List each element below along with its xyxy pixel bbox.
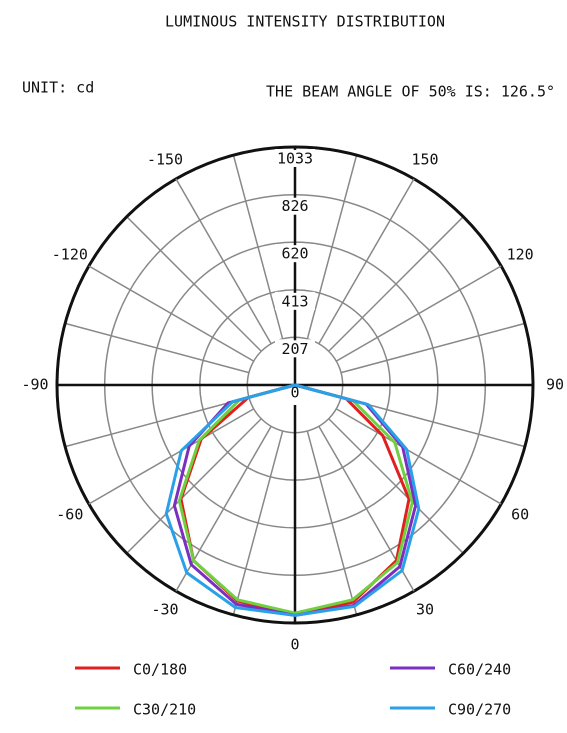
chart-title: LUMINOUS INTENSITY DISTRIBUTION bbox=[165, 13, 445, 31]
theta-tick-label: -30 bbox=[151, 601, 178, 619]
legend-label: C60/240 bbox=[448, 661, 511, 679]
theta-tick-label: 90 bbox=[546, 376, 564, 394]
theta-tick-label: 30 bbox=[416, 601, 434, 619]
r-label-bg bbox=[275, 150, 315, 167]
theta-tick-label: 60 bbox=[511, 506, 529, 524]
r-tick-label: 0 bbox=[290, 384, 299, 402]
theta-tick-label: 120 bbox=[507, 246, 534, 264]
r-tick-label: 826 bbox=[281, 197, 308, 215]
spoke bbox=[88, 408, 255, 505]
r-tick-label: 620 bbox=[281, 245, 308, 263]
r-label-bg bbox=[275, 245, 315, 263]
legend-label: C30/210 bbox=[133, 701, 196, 719]
r-label-bg bbox=[275, 292, 315, 310]
theta-tick-label: -60 bbox=[56, 506, 83, 524]
spoke bbox=[335, 408, 502, 505]
spoke bbox=[88, 265, 255, 362]
series-line bbox=[177, 383, 414, 615]
theta-tick-label: -120 bbox=[52, 246, 88, 264]
r-tick-label: 1033 bbox=[277, 150, 313, 168]
spoke bbox=[175, 178, 272, 345]
unit-label: UNIT: cd bbox=[22, 79, 94, 97]
r-tick-label: 207 bbox=[281, 340, 308, 358]
theta-tick-label: -150 bbox=[147, 150, 183, 168]
spoke bbox=[335, 265, 502, 362]
theta-tick-label: 150 bbox=[411, 150, 438, 168]
theta-tick-label: 0 bbox=[290, 636, 299, 654]
r-label-bg bbox=[275, 388, 315, 405]
subtitle: THE BEAM ANGLE OF 50% IS: 126.5° bbox=[266, 83, 555, 101]
theta-tick-label: -90 bbox=[21, 376, 48, 394]
series-line bbox=[164, 383, 421, 617]
r-tick-label: 413 bbox=[281, 292, 308, 310]
r-label-bg bbox=[275, 197, 315, 215]
spoke bbox=[318, 178, 415, 345]
legend-label: C90/270 bbox=[448, 701, 511, 719]
legend-label: C0/180 bbox=[133, 661, 187, 679]
r-label-bg bbox=[275, 340, 315, 358]
spoke bbox=[175, 425, 272, 592]
